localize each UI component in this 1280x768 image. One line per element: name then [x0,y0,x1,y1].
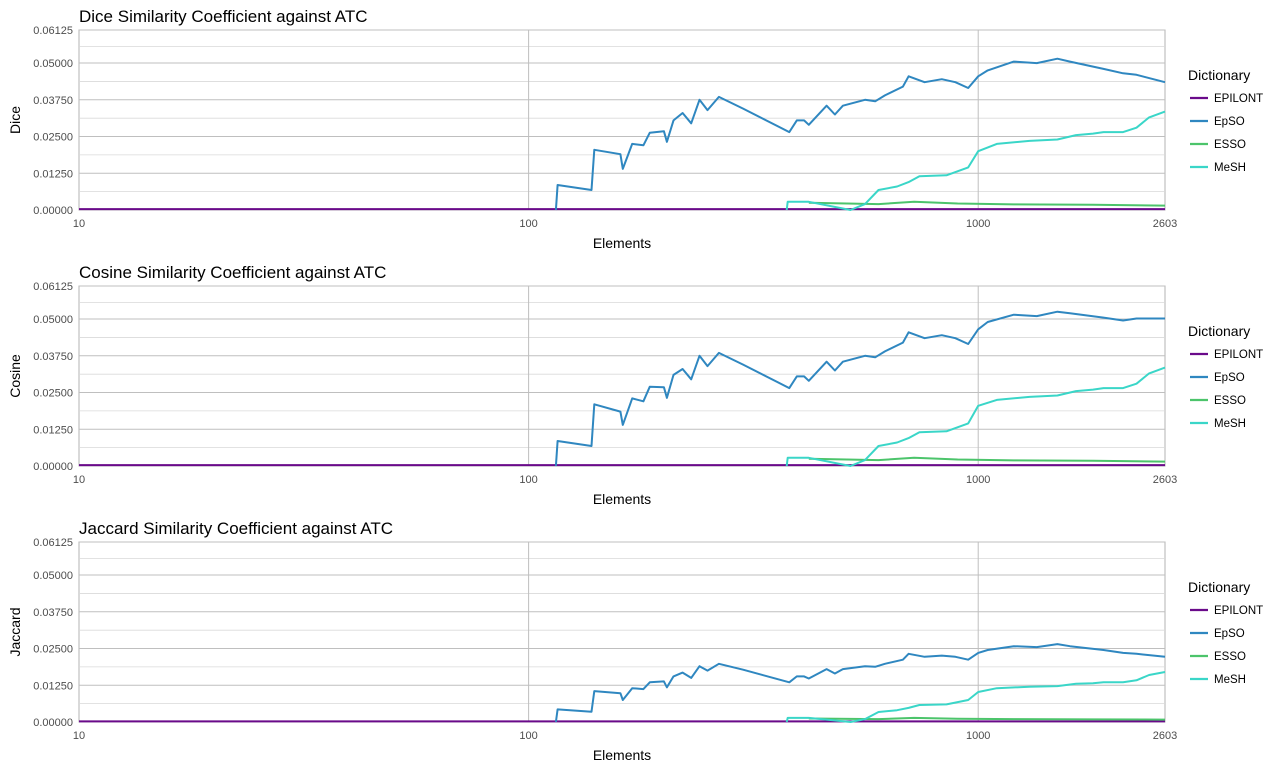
y-axis-title: Dice [7,106,23,134]
legend-label: MeSH [1214,162,1246,174]
legend: Dictionary EPILONT EpSO ESSO MeSH [1188,323,1263,430]
legend-label: EPILONT [1214,349,1263,361]
legend-label: EpSO [1214,116,1245,128]
x-tick-label: 2603 [1153,218,1177,230]
y-tick-label: 0.06125 [33,281,73,293]
y-tick-label: 0.01250 [33,168,73,180]
x-tick-label: 10 [73,218,85,230]
y-tick-label: 0.01250 [33,680,73,692]
series-line-epso [554,57,1166,211]
y-tick-label: 0.00000 [33,461,73,473]
x-tick-label: 1000 [966,730,990,742]
series-line-esso [808,200,1166,207]
legend-label: EpSO [1214,372,1245,384]
legend-title: Dictionary [1188,579,1250,595]
x-tick-label: 2603 [1153,730,1177,742]
x-tick-label: 100 [519,730,537,742]
y-tick-label: 0.00000 [33,205,73,217]
x-tick-label: 100 [519,474,537,486]
y-tick-label: 0.02500 [33,388,73,400]
chart-panel-1: 0.00000 0.01250 0.02500 0.03750 0.05000 0.061… [7,7,1263,251]
y-tick-label: 0.02500 [33,132,73,144]
legend-label: EPILONT [1214,93,1263,105]
series-line-epso [554,310,1165,467]
series-line-mesh [785,366,1166,467]
legend-label: EPILONT [1214,605,1263,617]
chart-title: Jaccard Similarity Coefficient against A… [79,519,393,538]
legend-label: EpSO [1214,628,1245,640]
plot-border [78,541,1166,723]
legend-title: Dictionary [1188,67,1250,83]
legend-title: Dictionary [1188,323,1250,339]
y-tick-label: 0.03750 [33,351,73,363]
series-line-mesh [785,110,1166,211]
y-axis-title: Jaccard [7,607,23,656]
y-tick-label: 0.03750 [33,607,73,619]
legend-label: ESSO [1214,395,1246,407]
x-tick-label: 10 [73,730,85,742]
y-tick-label: 0.03750 [33,95,73,107]
y-tick-label: 0.05000 [33,58,73,70]
legend-label: ESSO [1214,139,1246,151]
x-tick-label: 1000 [966,218,990,230]
plot-border [78,29,1166,211]
legend: Dictionary EPILONT EpSO ESSO MeSH [1188,579,1263,686]
chart-panel-2: 0.00000 0.01250 0.02500 0.03750 0.05000 0.061… [7,263,1263,507]
legend-label: ESSO [1214,651,1246,663]
chart-panel-3: 0.00000 0.01250 0.02500 0.03750 0.05000 0.061… [7,519,1263,763]
series-line-esso [808,716,1166,721]
y-axis-title: Cosine [7,354,23,398]
x-tick-label: 2603 [1153,474,1177,486]
y-tick-label: 0.01250 [33,424,73,436]
x-tick-label: 100 [519,218,537,230]
series-line-epso [554,643,1166,723]
chart-title: Dice Similarity Coefficient against ATC [79,7,367,26]
legend-label: MeSH [1214,674,1246,686]
plot-border [78,285,1166,467]
chart-title: Cosine Similarity Coefficient against AT… [79,263,386,282]
y-tick-label: 0.06125 [33,25,73,37]
x-tick-label: 10 [73,474,85,486]
y-tick-label: 0.02500 [33,644,73,656]
y-tick-label: 0.00000 [33,717,73,729]
y-tick-label: 0.05000 [33,314,73,326]
y-tick-label: 0.05000 [33,570,73,582]
y-tick-label: 0.06125 [33,537,73,549]
x-axis-title: Elements [593,491,651,507]
legend: Dictionary EPILONT EpSO ESSO MeSH [1188,67,1263,174]
x-axis-title: Elements [593,747,651,763]
series-line-mesh [785,671,1166,723]
x-tick-label: 1000 [966,474,990,486]
x-axis-title: Elements [593,235,651,251]
legend-label: MeSH [1214,418,1246,430]
series-line-esso [808,456,1166,463]
